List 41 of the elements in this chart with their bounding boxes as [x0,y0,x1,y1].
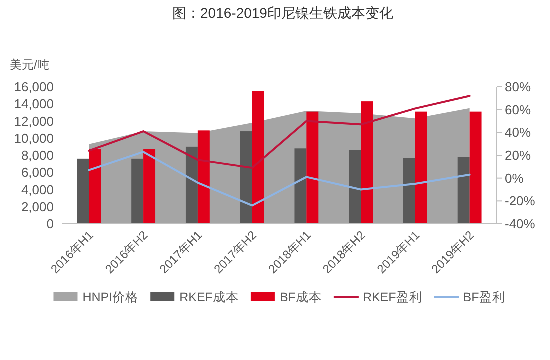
bar [77,158,90,224]
y2-tick-label: 0% [505,170,524,186]
y2-tick-label: 80% [505,80,532,94]
y2-tick-label: 20% [505,148,532,163]
chart-title: 图：2016-2019印尼镍生铁成本变化 [172,5,394,21]
y-tick-label: 2,000 [21,199,54,214]
bar [144,150,156,224]
y-tick-label: 14,000 [14,96,54,112]
legend-label: BF盈利 [463,290,506,304]
bar [470,112,482,224]
bar [252,91,264,224]
y2-tick-label: 60% [505,102,532,118]
bar [294,148,307,224]
line-series [88,95,471,170]
y-axis-title: 美元/吨 [10,58,50,72]
bar [89,150,102,224]
y-tick-label: 10,000 [14,130,54,146]
y-tick-label: 4,000 [21,182,54,198]
line-series [88,151,471,207]
bar [349,150,362,224]
y-tick-label: 6,000 [21,165,54,180]
bar [198,130,210,224]
legend-label: RKEF盈利 [362,290,422,304]
bar [306,112,319,224]
bar [458,157,470,224]
y-tick-label: 12,000 [14,114,54,129]
y2-tick-label: -40% [505,216,536,232]
bar [415,112,428,224]
y2-tick-label: -20% [505,194,536,209]
y2-tick-label: 40% [505,125,532,140]
bar [186,146,198,224]
bar [361,102,374,224]
bar [240,132,252,224]
y-tick-label: 8,000 [21,148,54,163]
bar [403,158,416,224]
legend-label: RKEF成本 [180,290,239,304]
legend-label: HNPI价格 [82,290,139,304]
y-tick-label: 0 [46,216,54,232]
bar [132,158,144,224]
legend-label: BF成本 [280,290,322,304]
y-tick-label: 16,000 [14,80,54,94]
